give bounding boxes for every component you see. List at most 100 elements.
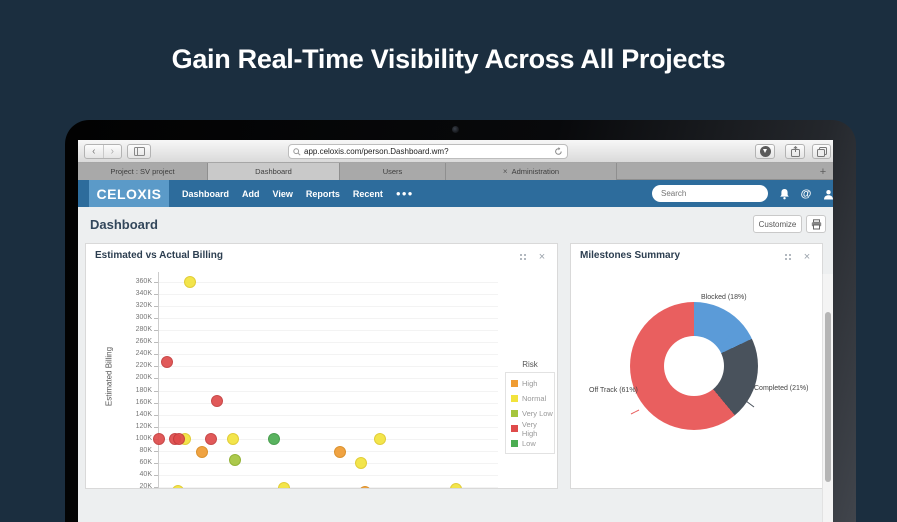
donut-hole	[664, 336, 724, 396]
gridline	[159, 438, 498, 440]
tab-label: Users	[382, 167, 403, 176]
gridline	[159, 402, 498, 404]
menu-item-view[interactable]: View	[272, 188, 293, 199]
browser-tab-administration[interactable]: × Administration	[446, 163, 617, 180]
data-point-normal	[278, 482, 291, 488]
gridline	[159, 487, 498, 488]
menu-item-reports[interactable]: Reports	[305, 188, 340, 199]
y-tick-label: 120K	[135, 422, 152, 430]
expand-icon[interactable]	[782, 251, 794, 263]
app-search[interactable]	[652, 185, 768, 202]
sidebar-button[interactable]	[127, 144, 151, 159]
bell-icon	[779, 189, 789, 200]
scrollbar-thumb[interactable]	[825, 312, 831, 482]
refresh-icon[interactable]	[554, 147, 563, 156]
legend-item-high: High	[511, 376, 554, 391]
downloads-button[interactable]	[755, 144, 775, 159]
share-button[interactable]	[785, 144, 805, 159]
browser-toolbar: ‹ ›	[78, 140, 833, 163]
donut-leader-lines	[630, 335, 755, 415]
back-button[interactable]: ‹	[92, 146, 96, 157]
menu-item-add[interactable]: Add	[242, 188, 260, 199]
data-point-normal	[172, 485, 185, 488]
print-button[interactable]	[806, 215, 826, 233]
legend-item-low: Low	[511, 436, 554, 451]
tick-mark	[154, 342, 158, 344]
gridline	[159, 294, 498, 296]
legend-swatch	[511, 440, 518, 447]
dashboard-content: Dashboard Customize Estimated vs Actual …	[78, 207, 833, 522]
data-point-low	[267, 432, 280, 445]
y-tick-label: 220K	[135, 362, 152, 370]
browser-tab-dashboard[interactable]: Dashboard	[208, 163, 340, 180]
printer-icon	[811, 218, 821, 229]
y-tick-label: 260K	[135, 338, 152, 346]
app-menu: Dashboard Add View Reports Recent ●●●	[182, 180, 413, 207]
tick-mark	[154, 378, 158, 380]
legend-label: Low	[522, 439, 536, 448]
legend-swatch	[511, 410, 518, 417]
tab-close-icon[interactable]: ×	[502, 167, 508, 176]
legend-label: High	[522, 379, 538, 388]
y-axis-line	[158, 272, 159, 488]
tick-mark	[154, 354, 158, 356]
url-input[interactable]	[304, 147, 554, 156]
headline: Gain Real-Time Visibility Across All Pro…	[171, 44, 726, 74]
mentions-button[interactable]: @	[798, 186, 814, 202]
y-tick-label: 240K	[135, 350, 152, 358]
profile-button[interactable]	[820, 186, 833, 202]
close-icon[interactable]: ×	[538, 251, 546, 263]
y-tick-label: 360K	[135, 278, 152, 285]
tick-mark	[154, 462, 158, 464]
gridline	[159, 342, 498, 344]
data-point-normal	[354, 456, 367, 469]
tab-overview-button[interactable]	[812, 144, 831, 159]
search-icon	[293, 147, 301, 156]
y-tick-label: 80K	[139, 446, 152, 454]
tab-label: Dashboard	[255, 167, 292, 176]
y-tick-label: 160K	[135, 398, 152, 406]
celoxis-logo[interactable]: CELOXIS	[89, 180, 169, 207]
forward-button[interactable]: ›	[102, 145, 122, 158]
close-icon[interactable]: ×	[803, 251, 811, 263]
menu-more-button[interactable]: ●●●	[395, 189, 414, 198]
data-point-high	[333, 446, 346, 459]
search-input[interactable]	[661, 189, 759, 198]
tick-mark	[154, 474, 158, 476]
gridline	[159, 318, 498, 320]
tab-label: Administration	[511, 167, 560, 176]
legend-title: Risk	[522, 360, 538, 369]
y-tick-label: 340K	[135, 290, 152, 298]
customize-button[interactable]: Customize	[753, 215, 802, 233]
gridline	[159, 354, 498, 356]
expand-icon[interactable]	[517, 251, 529, 263]
data-point-normal	[183, 276, 196, 288]
address-bar[interactable]	[288, 144, 568, 159]
donut-label-completed: Completed (21%)	[754, 385, 809, 392]
gridline	[159, 462, 498, 464]
at-icon: @	[800, 188, 812, 200]
menu-item-recent[interactable]: Recent	[352, 188, 383, 199]
tick-mark	[154, 414, 158, 416]
scrollbar-track[interactable]	[822, 274, 833, 522]
data-point-very-high	[205, 432, 218, 445]
sidebar-icon	[133, 147, 145, 156]
menu-item-dashboard[interactable]: Dashboard	[182, 188, 230, 199]
panel-estimated-vs-actual-billing: Estimated vs Actual Billing × Estimated …	[85, 243, 558, 489]
panel-header: Estimated vs Actual Billing ×	[86, 244, 557, 268]
donut-label-offtrack: Off Track (61%)	[589, 387, 638, 394]
gridline	[159, 426, 498, 428]
user-icon	[823, 189, 833, 199]
data-point-very-low	[228, 454, 241, 467]
browser-tab-project-sv-project[interactable]: Project : SV project	[78, 163, 208, 180]
panel-header: Milestones Summary ×	[571, 244, 822, 268]
tick-mark	[154, 306, 158, 308]
tab-label: Project : SV project	[110, 167, 175, 176]
panel-title: Estimated vs Actual Billing	[95, 250, 223, 261]
new-tab-button[interactable]: +	[819, 165, 827, 178]
browser-tab-bar: Project : SV project Dashboard Users × Admin…	[78, 163, 833, 180]
browser-tab-users[interactable]: Users	[340, 163, 446, 180]
y-tick-label: 280K	[135, 326, 152, 334]
notifications-button[interactable]	[776, 186, 792, 202]
gridline	[159, 378, 498, 380]
